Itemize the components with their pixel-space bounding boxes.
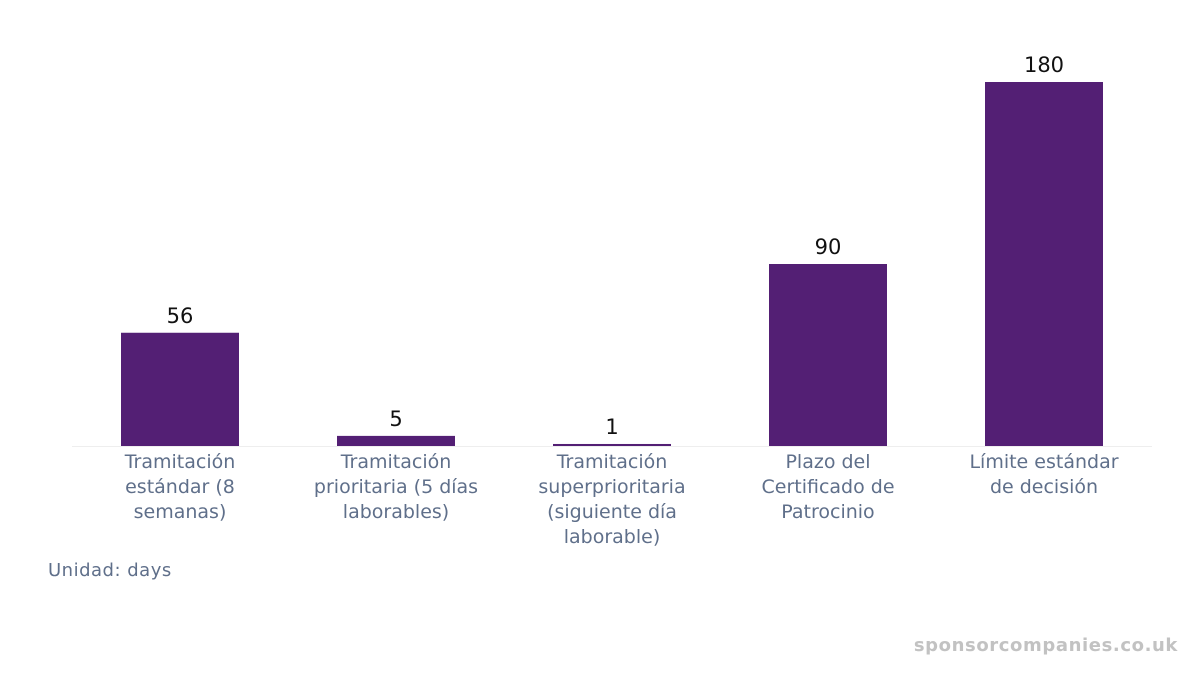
x-tick-label-line: (siguiente día xyxy=(547,501,677,523)
bar xyxy=(121,332,239,446)
x-tick-label-line: Tramitación xyxy=(340,451,452,473)
x-tick-label-line: semanas) xyxy=(134,501,227,523)
unit-note: Unidad: days xyxy=(48,560,172,581)
x-tick-label-line: Patrocinio xyxy=(781,501,874,523)
x-tick-label: Plazo del Certificado de Patrocinio xyxy=(761,451,894,523)
bar-value-label: 1 xyxy=(605,415,618,439)
bar-value-label: 5 xyxy=(389,407,402,431)
x-tick-label: Tramitación estándar (8 semanas) xyxy=(124,451,236,523)
bar xyxy=(337,435,455,446)
x-tick-label: Tramitación superprioritaria (siguiente dí… xyxy=(538,451,685,548)
x-tick-label-line: Límite estándar xyxy=(969,451,1118,473)
bar xyxy=(985,82,1103,446)
x-tick-label-line: laborables) xyxy=(343,501,449,523)
x-tick-label-line: Certificado de xyxy=(761,476,894,498)
x-tick-label-line: laborable) xyxy=(564,526,661,548)
x-tick-label-line: estándar (8 xyxy=(125,476,235,498)
x-tick-label-line: prioritaria (5 días xyxy=(314,476,478,498)
x-tick-label-line: de decisión xyxy=(990,476,1098,498)
x-tick-label-line: Tramitación xyxy=(556,451,668,473)
x-tick-label-line: superprioritaria xyxy=(538,476,685,498)
bar xyxy=(769,264,887,446)
x-tick-label: Límite estándar de decisión xyxy=(969,451,1118,498)
x-tick-label-line: Plazo del xyxy=(785,451,870,473)
bar-value-label: 56 xyxy=(167,304,194,328)
bar xyxy=(553,443,671,446)
x-tick-label: Tramitación prioritaria (5 días laborables… xyxy=(314,451,478,523)
bar-value-label: 90 xyxy=(815,235,842,259)
bar-value-label: 180 xyxy=(1024,53,1064,77)
x-tick-label-line: Tramitación xyxy=(124,451,236,473)
watermark: sponsorcompanies.co.uk xyxy=(913,635,1178,656)
